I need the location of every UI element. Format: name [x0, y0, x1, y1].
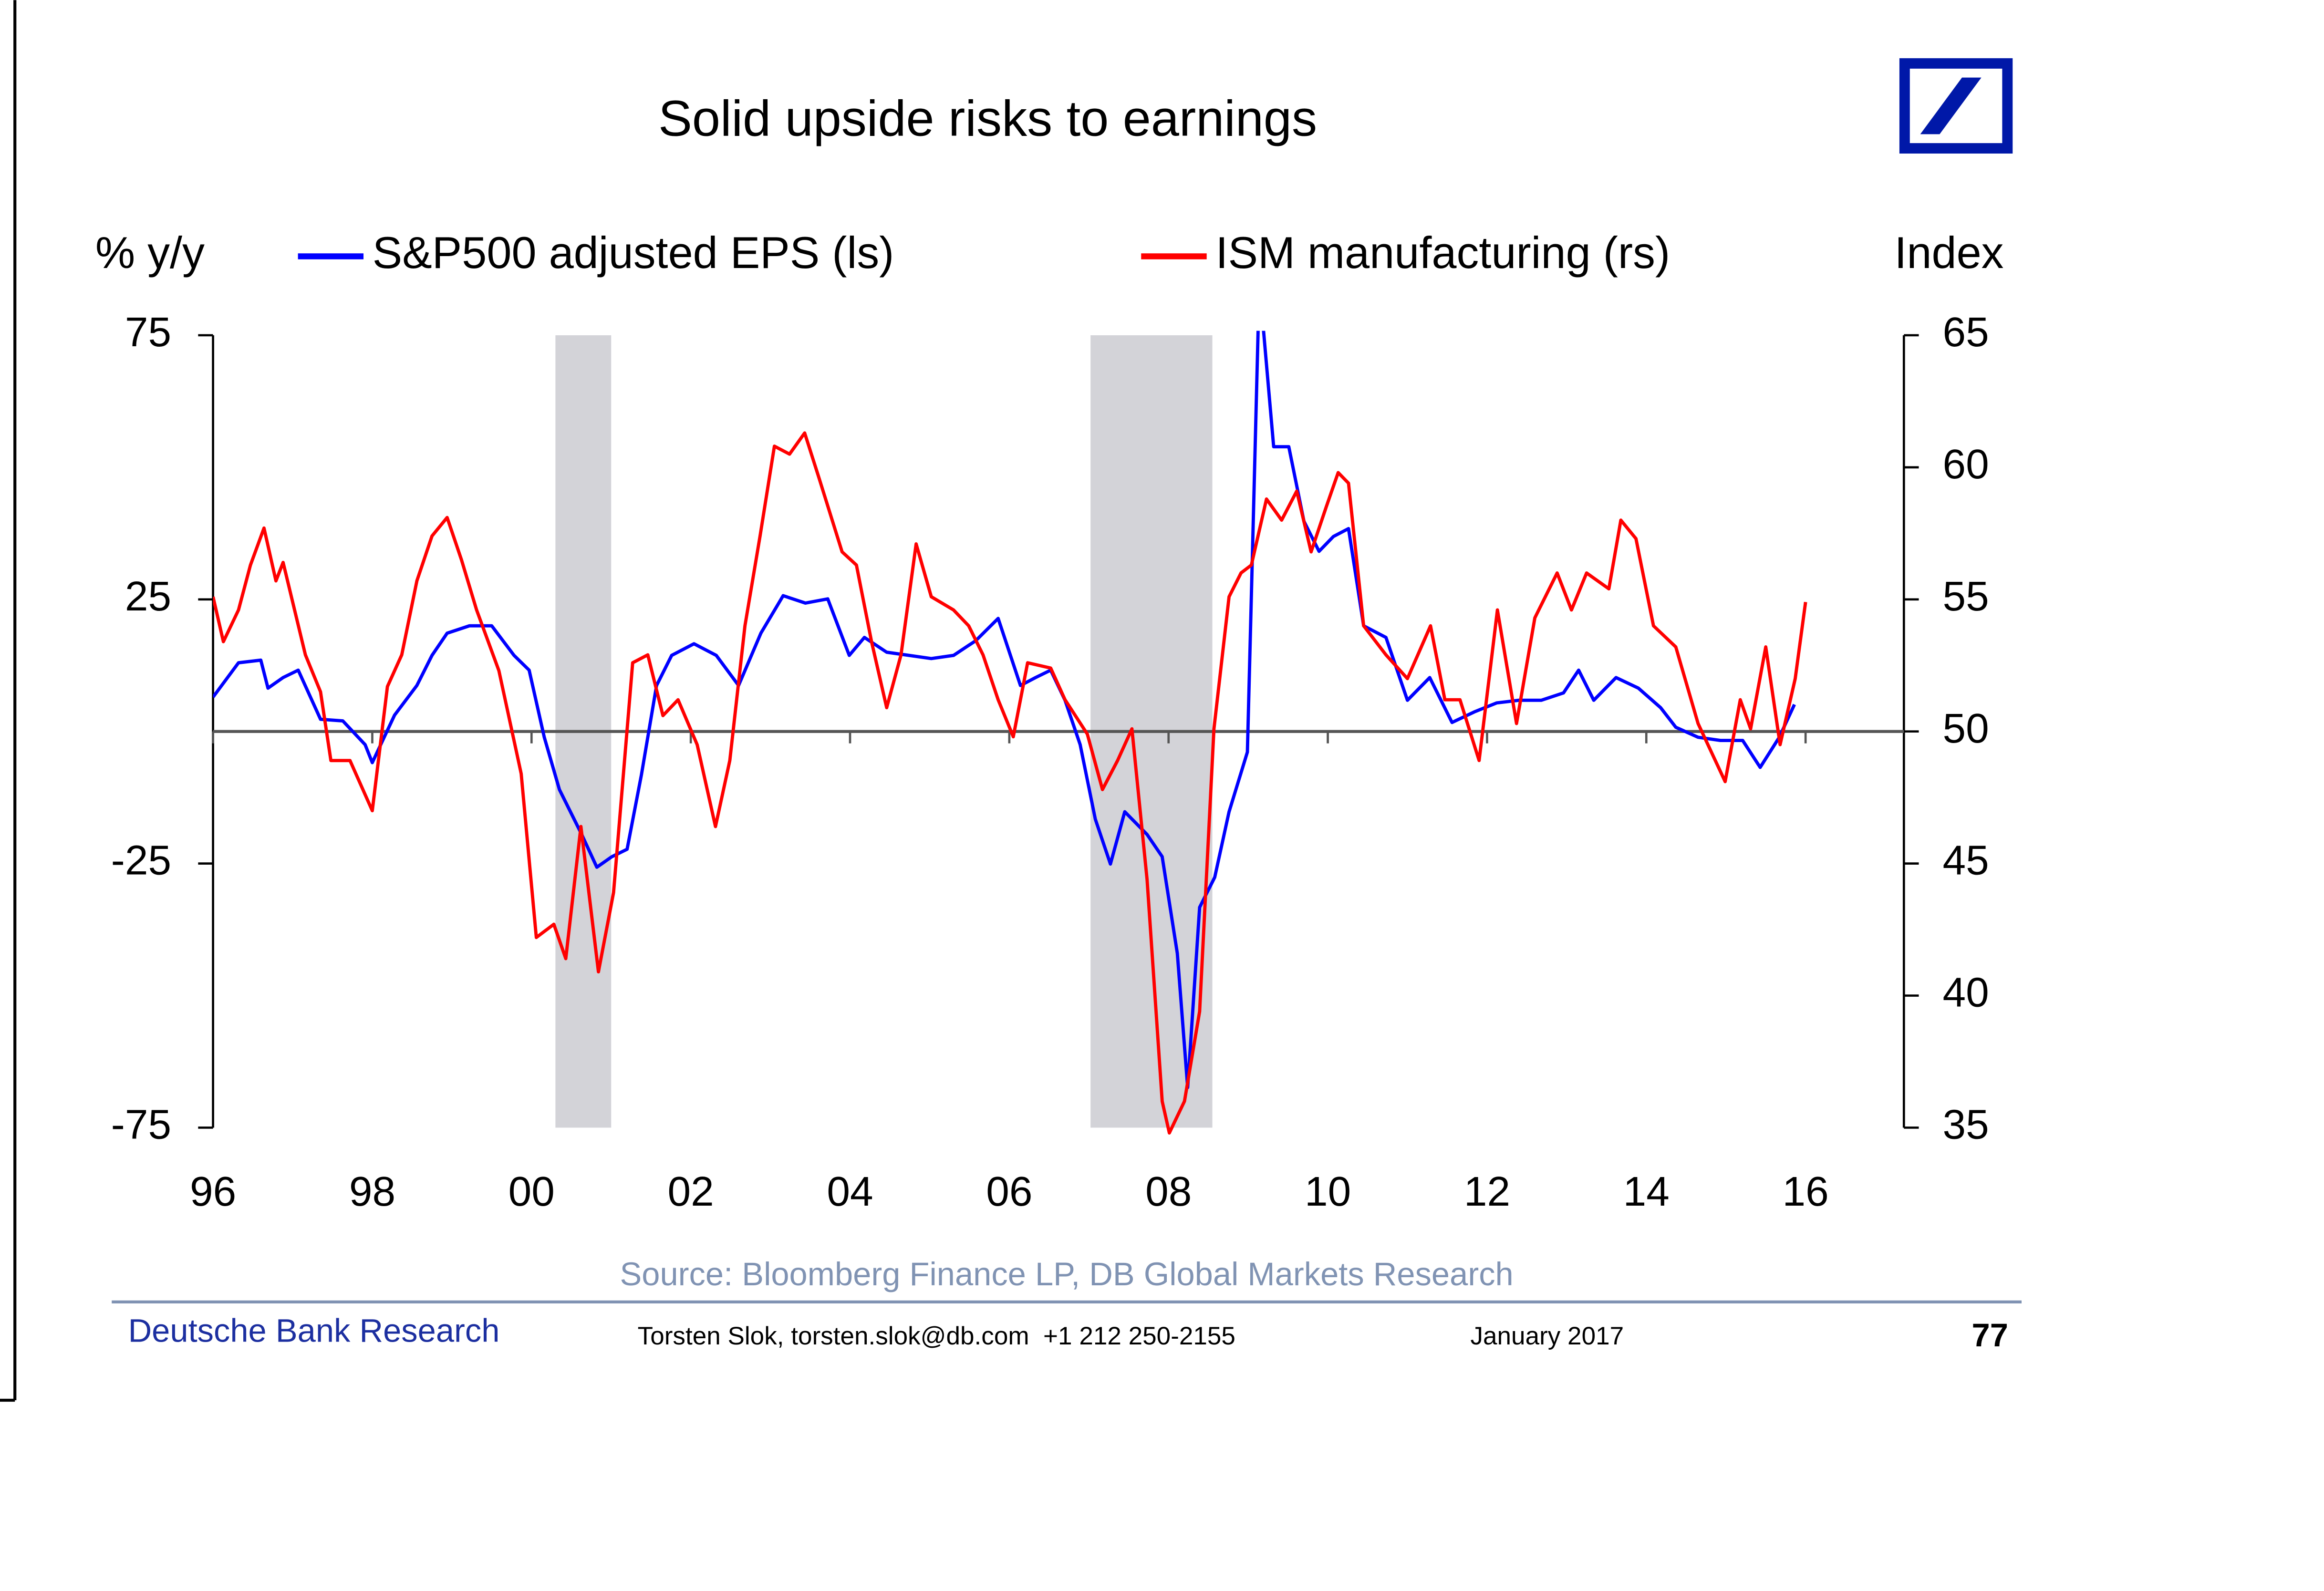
y-axis-title: % y/y: [95, 227, 205, 278]
plot-area: [213, 331, 1807, 1135]
y2-tick-label: 40: [1942, 969, 1989, 1016]
data-line: [213, 431, 1807, 1135]
legend-label: ISM manufacturing (rs): [1215, 227, 1670, 278]
footer-publisher: Deutsche Bank Research: [128, 1312, 500, 1349]
x-tick-label: 00: [508, 1168, 555, 1215]
x-tick-label: 08: [1145, 1168, 1192, 1215]
y-tick-label: -25: [111, 837, 171, 884]
x-tick-label: 98: [349, 1168, 395, 1215]
chart-title: Solid upside risks to earnings: [658, 90, 1317, 146]
y-tick-label: 75: [125, 309, 171, 355]
x-tick-label: 16: [1783, 1168, 1829, 1215]
legend-label: S&P500 adjusted EPS (ls): [373, 227, 894, 278]
y2-tick-label: 65: [1942, 309, 1989, 355]
data-line: [213, 331, 1796, 1089]
y2-tick-label: 50: [1942, 705, 1989, 752]
y2-tick-label: 55: [1942, 573, 1989, 620]
y-tick-label: 25: [125, 573, 171, 620]
x-tick-label: 14: [1623, 1168, 1670, 1215]
page-number: 77: [1972, 1317, 2008, 1353]
x-tick-label: 12: [1464, 1168, 1510, 1215]
y-tick-label: -75: [111, 1101, 171, 1148]
x-tick-label: 10: [1305, 1168, 1351, 1215]
y2-tick-label: 35: [1942, 1101, 1989, 1148]
source-note: Source: Bloomberg Finance LP, DB Global …: [620, 1256, 1513, 1292]
footer-contact: Torsten Slok, torsten.slok@db.com +1 212…: [638, 1322, 1235, 1350]
x-tick-label: 02: [668, 1168, 714, 1215]
y2-tick-label: 60: [1942, 441, 1989, 487]
x-tick-label: 04: [827, 1168, 873, 1215]
x-tick-label: 96: [190, 1168, 236, 1215]
y2-axis-title: Index: [1894, 227, 2003, 278]
logo: [1899, 58, 2013, 154]
y2-tick-label: 45: [1942, 837, 1989, 884]
footer-date: January 2017: [1470, 1322, 1624, 1350]
x-tick-label: 06: [986, 1168, 1032, 1215]
